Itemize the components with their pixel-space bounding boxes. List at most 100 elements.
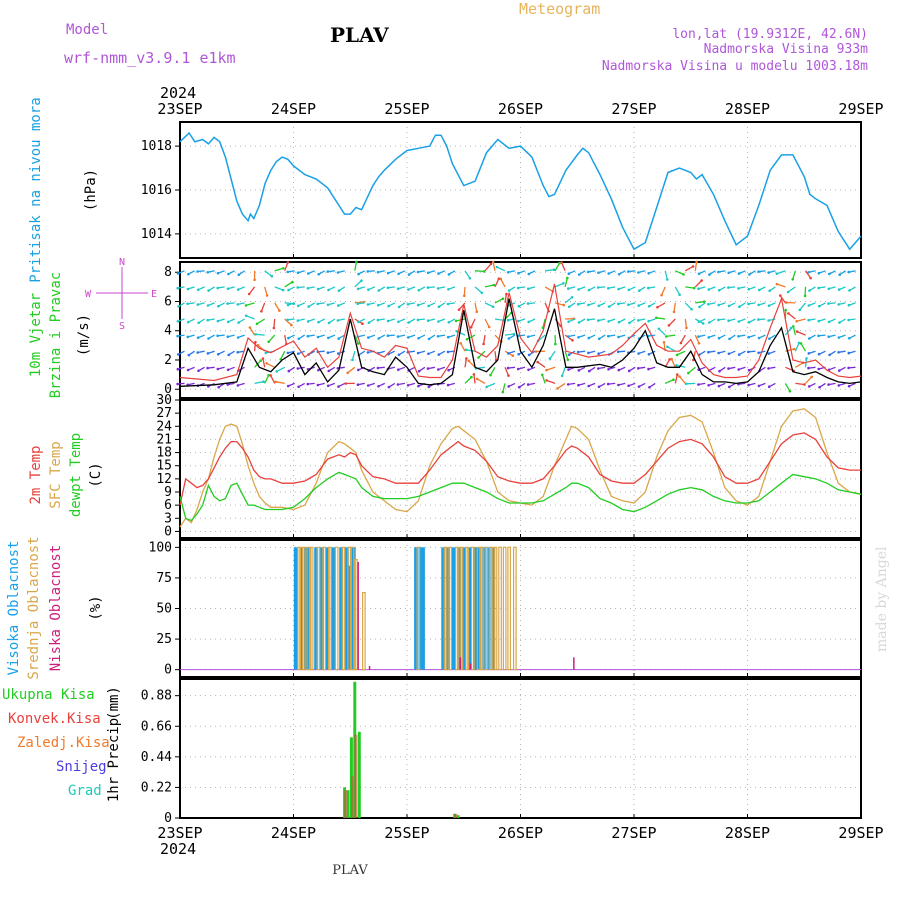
cloud-bar-1 — [465, 546, 469, 671]
cloud-bar-1 — [471, 546, 475, 671]
y-tick-label: 0 — [164, 524, 172, 539]
y-tick-label: 0.44 — [141, 750, 172, 765]
compass-e: E — [151, 289, 157, 300]
wind-axis-label: 10m Vjetar — [28, 293, 44, 377]
x-tick-bottom: 26SEP — [498, 824, 543, 842]
cloud-bar-0 — [339, 547, 344, 670]
cloud-bar-0 — [314, 547, 319, 670]
y-tick-label: 0 — [164, 382, 172, 397]
y-tick-label: 6 — [164, 498, 172, 513]
year-label-bottom: 2024 — [160, 840, 196, 858]
cloud-bar-1 — [493, 546, 498, 671]
x-tick-top: 24SEP — [271, 100, 316, 118]
y-tick-label: 0.88 — [141, 689, 172, 704]
cloud-bar-1 — [480, 546, 484, 671]
precip-legend-item: Snijeg — [56, 759, 107, 775]
precip-axis-label: 1hr Precip — [106, 718, 122, 802]
station-title: PLAV — [330, 23, 389, 47]
elevation-label: Nadmorska Visina 933m — [704, 42, 869, 57]
cloud-bar-2 — [573, 657, 575, 670]
precip-legend-item: Zaledj.Kisa — [17, 735, 110, 751]
cloud-bar-1 — [347, 546, 351, 671]
cloud-bar-1 — [306, 546, 311, 671]
x-tick-top: 28SEP — [725, 100, 770, 118]
cloud-bar-0 — [319, 547, 324, 670]
cloud-bar-1 — [354, 558, 358, 671]
y-tick-label: 1016 — [141, 183, 172, 198]
x-tick-bottom: 28SEP — [725, 824, 770, 842]
x-tick-bottom: 23SEP — [157, 824, 202, 842]
cloud-bar-1 — [297, 546, 301, 671]
precip-bar-0 — [357, 731, 361, 818]
wind-axis-label2: Brzina i Pravac — [48, 272, 64, 398]
precip-bar-1 — [351, 776, 354, 818]
pressure-axis-label: Pritisak na nivou mora — [28, 97, 44, 282]
cloud-low-axis-label: Niska Oblacnost — [48, 545, 64, 671]
cloud-bar-1 — [309, 546, 314, 671]
x-tick-top: 23SEP — [157, 100, 202, 118]
cloud-bar-1 — [455, 546, 459, 671]
model-label: Model — [66, 22, 108, 38]
y-tick-label: 1014 — [141, 227, 172, 242]
y-tick-label: 9 — [164, 485, 172, 500]
y-tick-label: 75 — [156, 571, 172, 586]
cloud-high-axis-label: Visoka Oblacnost — [6, 541, 22, 676]
cloud-bar-1 — [443, 546, 448, 671]
cloud-bar-1 — [316, 546, 321, 671]
dewpt-temp-line — [179, 471, 862, 522]
cloud-bar-1 — [322, 546, 326, 671]
cloud-bar-1 — [502, 546, 507, 671]
precip-legend-item: Ukupna Kisa — [2, 687, 95, 703]
y-tick-label: 6 — [164, 294, 172, 309]
precip-legend-item: Konvek.Kisa — [8, 711, 101, 727]
cloud-bar-0 — [461, 547, 466, 670]
cloud-bar-1 — [484, 546, 489, 671]
y-tick-label: 12 — [156, 472, 172, 487]
cloud-bar-2 — [469, 663, 472, 670]
y-tick-label: 3 — [164, 511, 172, 526]
cloud-bar-0 — [325, 547, 330, 670]
compass-s: S — [119, 321, 125, 332]
cloud-bar-0 — [491, 547, 496, 670]
y-tick-label: 15 — [156, 459, 172, 474]
pressure-line — [179, 131, 862, 251]
cloud-bar-0 — [467, 547, 472, 670]
sfc-axis-label: SFC Temp — [48, 441, 64, 508]
y-tick-label: 24 — [156, 419, 172, 434]
cloud-bar-2 — [368, 666, 371, 670]
cloud-bar-1 — [489, 546, 493, 671]
cloud-bar-0 — [457, 547, 462, 670]
y-tick-label: 25 — [156, 632, 172, 647]
y-tick-label: 0.66 — [141, 719, 172, 734]
cloud-bar-0 — [441, 547, 446, 670]
cloud-bar-0 — [304, 547, 308, 670]
y-tick-label: 1018 — [141, 139, 172, 154]
x-tick-bottom: 24SEP — [271, 824, 316, 842]
meteogram-label: Meteogram — [519, 0, 600, 18]
y-tick-label: 21 — [156, 432, 172, 447]
x-tick-top: 26SEP — [498, 100, 543, 118]
model-name: wrf-nmm_v3.9.1 e1km — [64, 49, 236, 67]
cloud-bar-0 — [331, 547, 336, 670]
y-tick-label: 4 — [164, 324, 172, 339]
sfc-temp-line — [179, 408, 862, 528]
compass-n: N — [119, 257, 125, 268]
cloud-bar-0 — [482, 547, 487, 670]
x-tick-bottom: 29SEP — [838, 824, 883, 842]
coords-label: lon,lat (19.9312E, 42.6N) — [672, 27, 868, 42]
x-tick-bottom: 25SEP — [384, 824, 429, 842]
temp2m-axis-label: 2m Temp — [28, 445, 44, 504]
cloud-bar-1 — [301, 546, 306, 671]
watermark: made by Angel — [874, 546, 890, 652]
cloud-bar-2 — [459, 657, 462, 670]
cloud-bar-0 — [473, 547, 478, 670]
y-tick-label: 8 — [164, 265, 172, 280]
compass-w: W — [85, 289, 92, 300]
y-tick-label: 100 — [149, 540, 172, 555]
y-tick-label: 0 — [164, 663, 172, 678]
cloud-bar-1 — [476, 546, 481, 671]
x-tick-top: 27SEP — [611, 100, 656, 118]
cloud-bar-0 — [445, 547, 450, 670]
y-tick-label: 30 — [156, 393, 172, 408]
